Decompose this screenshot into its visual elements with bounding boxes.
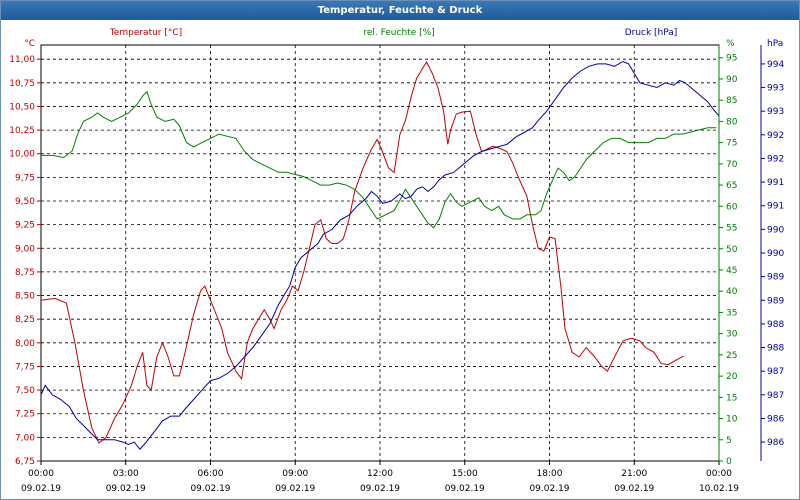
x-tick-time: 03:00 — [113, 469, 139, 479]
x-tick-time: 15:00 — [452, 469, 478, 479]
temperature-axis-label: Temperatur [°C] — [109, 28, 182, 38]
humidity-tick-label: 20 — [726, 372, 738, 382]
grid-lines — [41, 45, 719, 461]
temperature-tick-label: 10,25 — [9, 126, 35, 136]
humidity-tick-label: 55 — [726, 224, 737, 234]
temperature-tick-label: 10,00 — [9, 150, 35, 160]
pressure-tick-label: 989 — [767, 273, 784, 283]
x-tick-date: 09.02.19 — [275, 484, 315, 494]
series-temperature-line — [40, 60, 684, 444]
humidity-axis-label: rel. Feuchte [%] — [363, 28, 434, 38]
pressure-tick-label: 987 — [767, 391, 784, 401]
x-tick-date: 09.02.19 — [445, 484, 485, 494]
window-title: Temperatur, Feuchte & Druck — [1, 1, 799, 20]
x-tick-date: 09.02.19 — [190, 484, 230, 494]
humidity-tick-label: 15 — [726, 393, 737, 403]
humidity-tick-label: 10 — [726, 415, 738, 425]
temperature-tick-label: 9,00 — [15, 244, 35, 254]
humidity-tick-label: 5 — [726, 436, 732, 446]
pressure-tick-label: 988 — [767, 344, 784, 354]
pressure-tick-label: 987 — [767, 367, 784, 377]
temperature-tick-label: 7,50 — [15, 386, 35, 396]
pressure-tick-label: 986 — [767, 438, 784, 448]
series-humidity-line — [41, 90, 717, 229]
humidity-unit: % — [726, 39, 735, 49]
humidity-tick-label: 85 — [726, 96, 737, 106]
x-tick-date: 09.02.19 — [106, 484, 146, 494]
x-tick-time: 06:00 — [198, 469, 224, 479]
pressure-tick-label: 993 — [767, 84, 784, 94]
humidity-tick-label: 50 — [726, 245, 738, 255]
x-tick-date: 10.02.19 — [699, 484, 739, 494]
x-tick-date: 09.02.19 — [529, 484, 569, 494]
humidity-tick-label: 35 — [726, 308, 737, 318]
x-tick-date: 09.02.19 — [614, 484, 654, 494]
x-tick-date: 09.02.19 — [360, 484, 400, 494]
temperature-tick-label: 6,75 — [15, 457, 35, 467]
x-tick-time: 12:00 — [367, 469, 393, 479]
temperature-tick-label: 9,25 — [15, 221, 35, 231]
humidity-tick-label: 0 — [726, 457, 732, 467]
pressure-tick-label: 988 — [767, 320, 784, 330]
humidity-tick-label: 30 — [726, 330, 738, 340]
pressure-tick-label: 990 — [767, 249, 784, 259]
temperature-tick-label: 10,50 — [9, 102, 35, 112]
temperature-unit: °C — [24, 39, 35, 49]
temperature-tick-label: 7,75 — [15, 362, 35, 372]
pressure-unit: hPa — [767, 39, 783, 49]
humidity-tick-label: 25 — [726, 351, 737, 361]
pressure-tick-label: 992 — [767, 154, 784, 164]
humidity-tick-label: 40 — [726, 287, 738, 297]
x-tick-time: 00:00 — [28, 469, 54, 479]
temperature-tick-label: 10,75 — [9, 79, 35, 89]
pressure-tick-label: 991 — [767, 202, 784, 212]
humidity-tick-label: 70 — [726, 160, 738, 170]
humidity-tick-label: 65 — [726, 181, 737, 191]
series-lines — [40, 60, 720, 450]
chart-canvas: 00:00 09.02.19 03:00 09.02.19 06:00 09.02.19 0… — [9, 28, 784, 494]
x-tick-time: 18:00 — [537, 469, 563, 479]
temperature-tick-label: 8,00 — [15, 339, 35, 349]
temperature-tick-label: 9,50 — [15, 197, 35, 207]
x-tick-date: 09.02.19 — [21, 484, 61, 494]
pressure-tick-label: 991 — [767, 178, 784, 188]
temperature-tick-label: 9,75 — [15, 173, 35, 183]
humidity-tick-label: 60 — [726, 202, 738, 212]
temperature-tick-label: 7,25 — [15, 410, 35, 420]
pressure-axis-label: Druck [hPa] — [625, 28, 678, 38]
humidity-tick-label: 80 — [726, 117, 738, 127]
humidity-tick-label: 90 — [726, 75, 738, 85]
humidity-tick-label: 45 — [726, 266, 737, 276]
pressure-tick-label: 990 — [767, 225, 784, 235]
x-tick-time: 00:00 — [706, 469, 732, 479]
pressure-tick-label: 989 — [767, 296, 784, 306]
pressure-tick-label: 994 — [767, 60, 784, 70]
humidity-tick-label: 95 — [726, 54, 737, 64]
temperature-tick-label: 8,25 — [15, 315, 35, 325]
temperature-tick-label: 11,00 — [9, 55, 35, 65]
x-tick-time: 21:00 — [621, 469, 647, 479]
pressure-tick-label: 993 — [767, 107, 784, 117]
temperature-tick-label: 7,00 — [15, 433, 35, 443]
temperature-tick-label: 8,75 — [15, 268, 35, 278]
series-pressure-line — [40, 60, 720, 450]
axes: 00:00 09.02.19 03:00 09.02.19 06:00 09.02.19 0… — [9, 28, 784, 494]
temperature-tick-label: 8,50 — [15, 292, 35, 302]
x-tick-time: 09:00 — [282, 469, 308, 479]
humidity-tick-label: 75 — [726, 139, 737, 149]
plot-border — [40, 44, 720, 462]
plot-area — [40, 44, 720, 462]
pressure-tick-label: 986 — [767, 414, 784, 424]
pressure-tick-label: 992 — [767, 131, 784, 141]
